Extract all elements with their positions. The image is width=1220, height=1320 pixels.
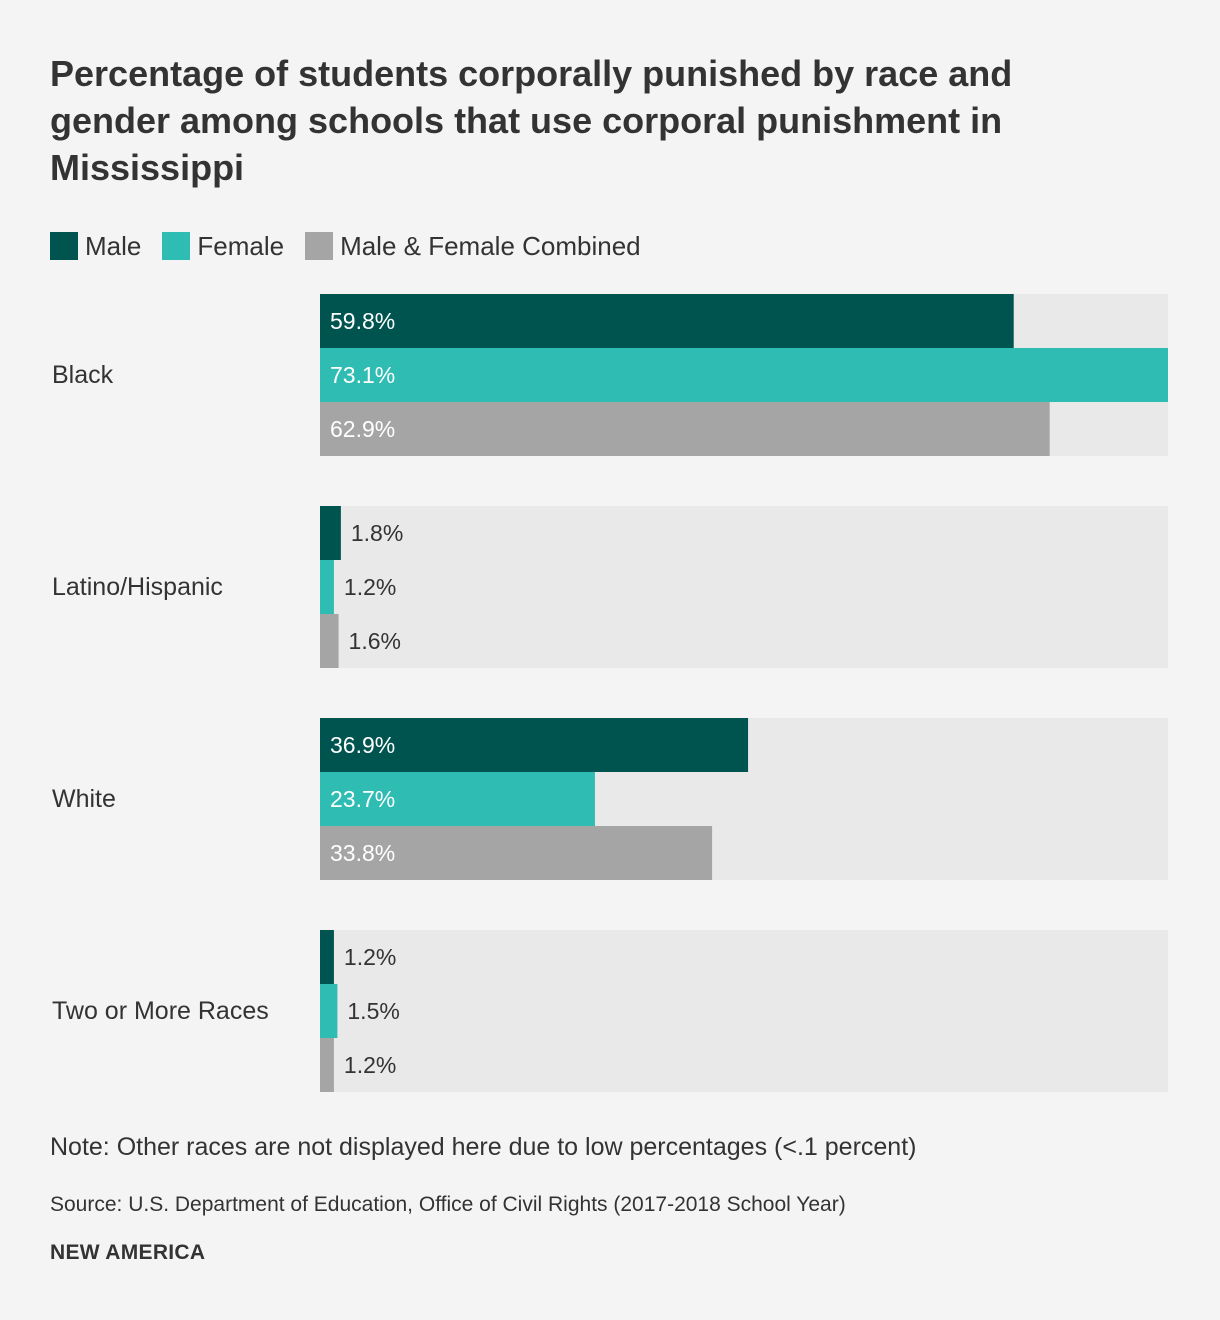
chart-source: Source: U.S. Department of Education, Of… <box>50 1193 846 1216</box>
bar-black-female <box>320 348 1168 402</box>
legend-item-combined: Male & Female Combined <box>305 231 641 262</box>
value-label-black-male-and-female-combined: 62.9% <box>330 416 395 442</box>
bar-two-or-more-races-male-and-female-combined <box>320 1038 334 1092</box>
value-label-two-or-more-races-male-and-female-combined: 1.2% <box>344 1052 396 1078</box>
legend-label-female: Female <box>197 230 285 261</box>
bar-black-male-and-female-combined <box>320 402 1050 456</box>
legend: Male Female Male & Female Combined <box>50 229 662 263</box>
bar-two-or-more-races-male <box>320 930 334 984</box>
value-label-latino-hispanic-male-and-female-combined: 1.6% <box>349 628 401 654</box>
value-label-black-male: 59.8% <box>330 308 395 334</box>
chart-title: Percentage of students corporally punish… <box>50 53 1013 188</box>
bar-white-male-and-female-combined <box>320 826 713 880</box>
legend-swatch-female <box>162 232 191 260</box>
category-label-latino-hispanic: Latino/Hispanic <box>52 573 223 601</box>
value-label-latino-hispanic-male: 1.8% <box>351 520 403 546</box>
value-label-white-female: 23.7% <box>330 786 395 812</box>
bar-white-female <box>320 772 595 826</box>
value-label-two-or-more-races-female: 1.5% <box>347 998 399 1024</box>
value-label-white-male: 36.9% <box>330 732 395 758</box>
category-label-two-or-more-races: Two or More Races <box>52 997 269 1025</box>
legend-swatch-combined <box>305 232 334 260</box>
brand-logo-text: NEW AMERICA <box>50 1241 206 1264</box>
bar-track-two-or-more-races <box>320 930 1168 1092</box>
value-label-black-female: 73.1% <box>330 362 395 388</box>
bar-black-male <box>320 294 1014 348</box>
legend-label-combined: Male & Female Combined <box>340 230 641 261</box>
bar-track-latino-hispanic <box>320 506 1168 668</box>
category-label-white: White <box>52 785 116 813</box>
value-label-latino-hispanic-female: 1.2% <box>344 574 396 600</box>
bar-latino-hispanic-male <box>320 506 341 560</box>
value-label-white-male-and-female-combined: 33.8% <box>330 840 395 866</box>
chart-note: Note: Other races are not displayed here… <box>50 1133 917 1161</box>
legend-item-female: Female <box>162 231 284 262</box>
bar-two-or-more-races-female <box>320 984 338 1038</box>
bar-latino-hispanic-female <box>320 560 334 614</box>
bar-latino-hispanic-male-and-female-combined <box>320 614 339 668</box>
bar-white-male <box>320 718 749 772</box>
legend-label-male: Male <box>85 230 142 261</box>
value-label-two-or-more-races-male: 1.2% <box>344 944 396 970</box>
category-label-black: Black <box>52 361 114 389</box>
legend-item-male: Male <box>50 231 141 262</box>
legend-swatch-male <box>50 232 78 260</box>
